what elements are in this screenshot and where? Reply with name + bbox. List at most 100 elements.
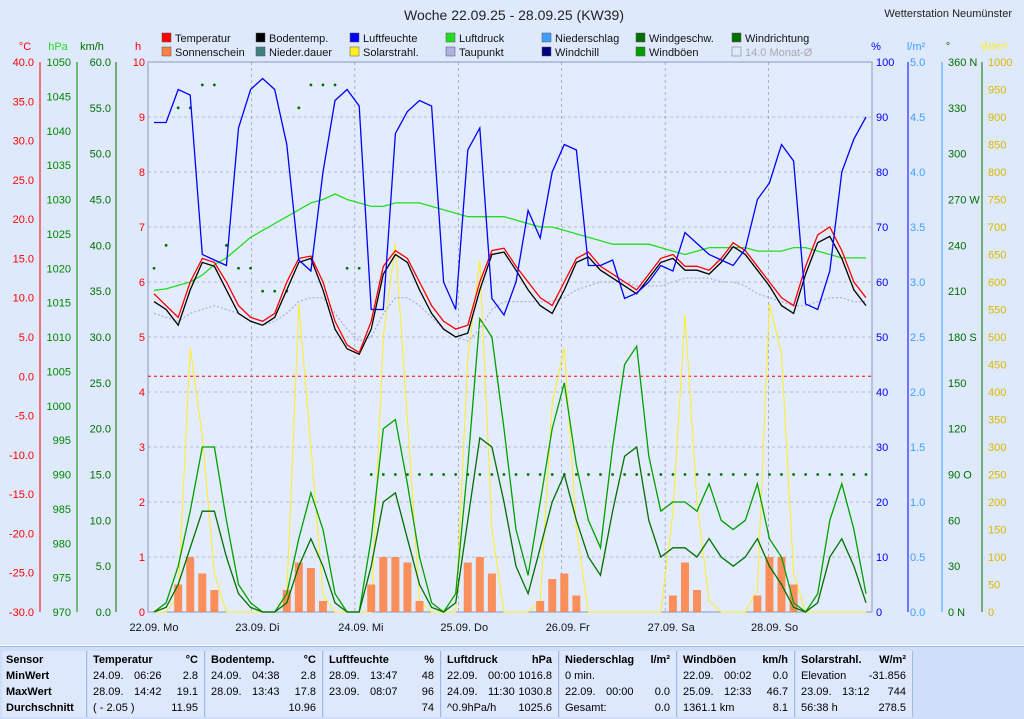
series-sunshine-bars [174, 557, 798, 612]
stats-row: MaxWert [2, 684, 86, 700]
chart-legend: Temperatur Bodentemp. Luftfeuchte Luftdruck… [161, 32, 813, 59]
wind-direction-dot [611, 473, 614, 476]
stats-cell: 0.0 [654, 686, 670, 698]
wind-direction-dot [683, 473, 687, 476]
wind-direction-dot [176, 106, 180, 110]
tick-label-direction: 300 [948, 149, 966, 161]
tick-label-hours: 7 [139, 222, 145, 234]
stats-panel: Bodentemp. °C 24.09. 04:38 2.8 28.09. 13:43 17.… [206, 651, 323, 717]
wind-direction-dot [406, 473, 409, 476]
stats-cell: Windböen [683, 654, 737, 666]
x-axis-label: 22.09. Mo [130, 622, 179, 634]
stats-panel: Sensor MinWert MaxWert Durchschnitt [2, 651, 87, 717]
wind-direction-dot [200, 83, 204, 87]
tick-label-wind: 40.0 [90, 240, 111, 252]
sunshine-bar [668, 595, 677, 612]
tick-label-hours: 6 [139, 277, 145, 289]
stats-cell: 13:47 [370, 670, 398, 682]
sunshine-bar [560, 573, 569, 612]
stats-cell: 48 [421, 670, 434, 682]
wind-direction-dot [864, 473, 868, 476]
stats-panel: Niederschlag l/m² 0 min. 22.09. 00:00 0.0 Gesa… [560, 651, 677, 717]
tick-label-wind: 45.0 [90, 195, 111, 207]
tick-label-solar: 150 [988, 525, 1006, 537]
wind-direction-dot [418, 473, 421, 476]
tick-label-direction: 360 N [948, 57, 977, 69]
stats-cell: °C [185, 654, 198, 666]
stats-cell: 0.0 [654, 702, 670, 714]
stats-cell: % [424, 654, 434, 666]
tick-label-precip: 2.5 [910, 332, 925, 344]
wind-direction-dot [816, 473, 820, 476]
wind-direction-dot [261, 289, 265, 293]
tick-label-precip: 3.0 [910, 277, 925, 289]
tick-label-pressure: 975 [53, 573, 71, 585]
stats-cell: 04:38 [252, 670, 280, 682]
stats-panel: Luftfeuchte% 28.09. 13:47 48 23.09. 08:07 96 74 [324, 651, 441, 717]
legend-swatch [349, 46, 360, 57]
tick-label-humidity: 10 [876, 552, 888, 564]
wind-direction-dot [321, 83, 325, 87]
stats-cell: 56:38 h [801, 702, 838, 714]
legend-swatch [635, 46, 646, 57]
wind-direction-dot [393, 473, 397, 476]
tick-label-temp: 5.0 [19, 332, 34, 344]
stats-cell: 0.0 [772, 670, 788, 682]
series-line-dewpoint [153, 277, 866, 342]
wind-direction-dot [695, 473, 699, 476]
x-axis-labels: 22.09. Mo 23.09. Di 24.09. Mi 25.09. Do 26.0… [130, 622, 799, 634]
tick-label-wind: 5.0 [96, 561, 111, 573]
tick-label-humidity: 50 [876, 332, 888, 344]
wind-direction-dot [768, 473, 771, 476]
sunshine-bar [294, 562, 303, 612]
stats-cell: 11.95 [171, 702, 198, 714]
x-axis-label: 23.09. Di [235, 622, 279, 634]
tick-label-pressure: 1025 [47, 229, 71, 241]
tick-label-temp: 0.0 [19, 371, 34, 383]
series-line-soil_temp [153, 235, 867, 356]
stats-row: Gesamt: 0.0 [560, 700, 676, 716]
tick-label-hours: 8 [139, 167, 145, 179]
series-line-humidity [154, 77, 867, 317]
stats-row: 22.09. 00:00 1016.8 [442, 668, 558, 684]
stats-row: 23.09. 13:12 744 [796, 684, 912, 700]
legend-label: Windchill [555, 47, 599, 59]
stats-cell: 96 [421, 686, 434, 698]
chart-series [152, 77, 868, 613]
legend-swatch [255, 46, 266, 57]
legend-label: Temperatur [175, 33, 231, 45]
stats-cell: Bodentemp. [211, 654, 275, 666]
tick-label-precip: 0.5 [910, 552, 925, 564]
tick-label-temp: -30.0 [9, 607, 34, 619]
stats-row: 25.09. 12:33 46.7 [678, 684, 794, 700]
stats-cell: Luftfeuchte [329, 654, 389, 666]
stats-header-row: Temperatur °C [88, 652, 204, 668]
sunshine-bar [174, 584, 183, 612]
tick-label-direction: 240 [948, 240, 966, 252]
axis-unit-hours: h [135, 41, 141, 53]
series-line-temperature [153, 226, 867, 354]
wind-direction-dot [719, 473, 723, 476]
wind-direction-dot [309, 83, 313, 87]
stats-cell: 744 [887, 686, 906, 698]
legend-swatch [161, 46, 172, 57]
tick-label-humidity: 80 [876, 167, 888, 179]
legend-label: Luftfeuchte [363, 33, 417, 45]
wind-direction-dot [587, 473, 590, 476]
tick-label-wind: 20.0 [90, 424, 111, 436]
stats-cell: Gesamt: [565, 702, 607, 714]
tick-label-hours: 4 [139, 387, 145, 399]
legend-swatch [731, 46, 742, 57]
tick-label-solar: 300 [988, 442, 1006, 454]
tick-label-temp: 15.0 [13, 253, 34, 265]
legend-label: Solarstrahl. [363, 47, 419, 59]
wind-direction-dot [164, 243, 168, 247]
wind-direction-dot [599, 473, 602, 476]
legend-swatch [445, 46, 456, 57]
wind-direction-dot [526, 473, 530, 476]
tick-label-temp: -25.0 [9, 568, 34, 580]
tick-label-precip: 1.5 [910, 442, 925, 454]
tick-label-pressure: 970 [53, 607, 71, 619]
tick-label-hours: 10 [133, 57, 145, 69]
stats-header-row: Windböen km/h [678, 652, 794, 668]
